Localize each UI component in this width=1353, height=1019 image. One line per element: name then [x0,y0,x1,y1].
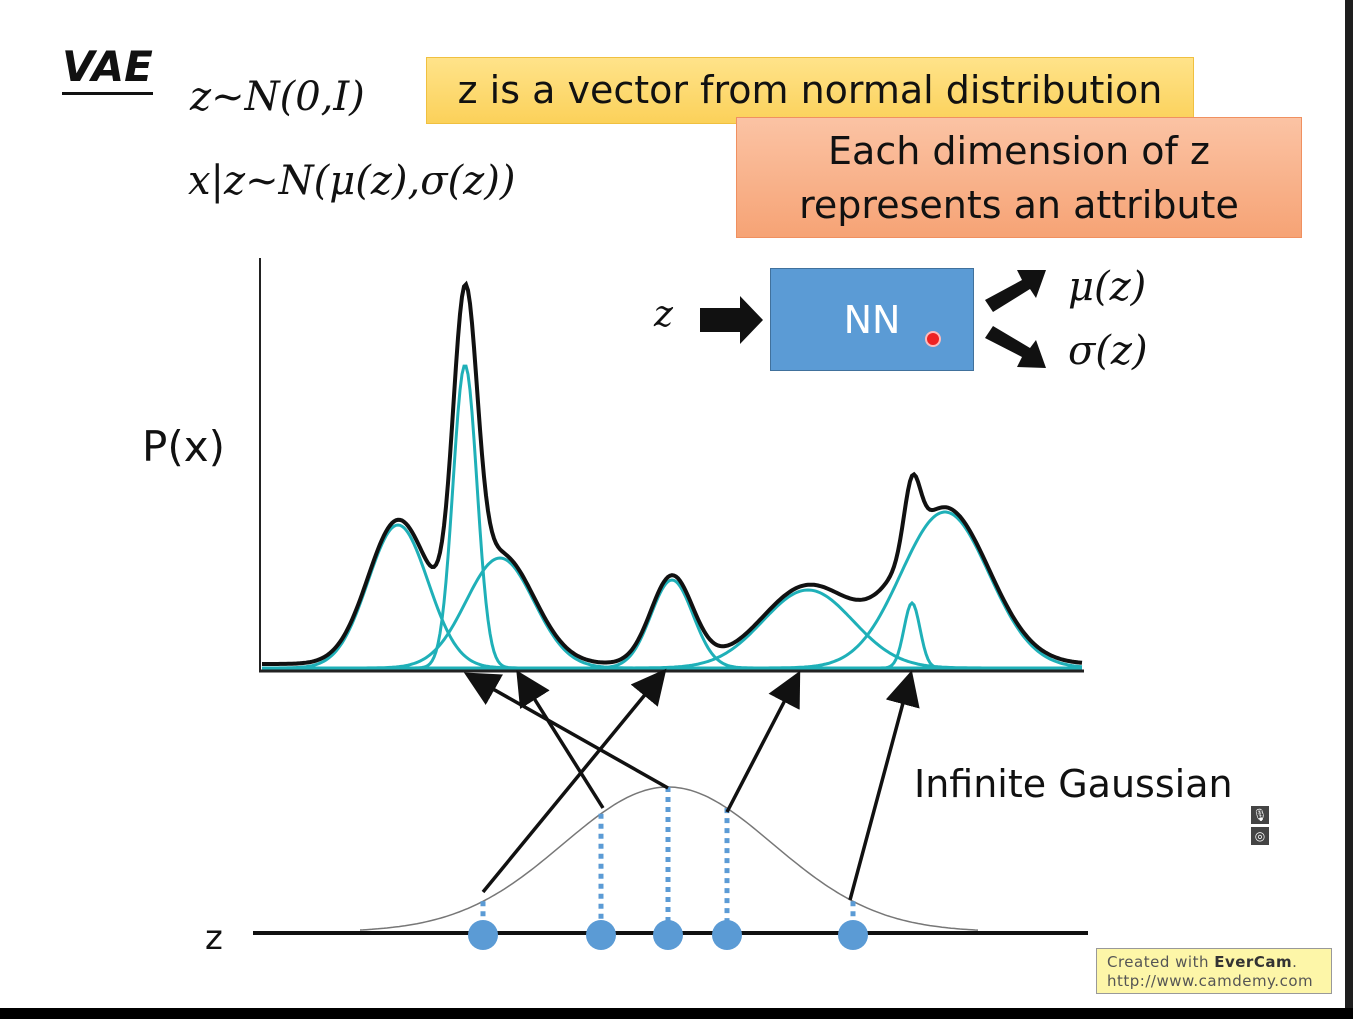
cursor-pointer-icon [925,331,941,347]
gaussian-component [262,588,1082,670]
microphone-icon[interactable]: 🎙 [1251,806,1269,824]
mixture-density-curve [262,280,1083,666]
mapping-arrow [516,670,605,809]
callout-attribute-line2: represents an attribute [799,183,1239,227]
callout-attribute-line1: Each dimension of z [828,129,1210,173]
player-right-edge [1345,0,1353,1019]
target-icon[interactable]: ◎ [1251,827,1269,845]
gaussian-components [262,364,1083,670]
prior-equation: z~N(0,I) [190,74,365,120]
input-arrow-icon [700,296,763,344]
evercam-watermark: Created with EverCam. http://www.camdemy… [1096,948,1332,994]
mapping-arrow [481,668,667,894]
z-sample-dot [468,920,498,950]
z-sample-dot [586,920,616,950]
infinite-gaussian-label: Infinite Gaussian [914,762,1233,806]
y-axis-label: P(x) [142,422,225,471]
mapping-arrow [725,670,801,813]
nn-label: NN [843,298,901,342]
slide-title: VAE [62,42,153,95]
z-axis-label: z [205,918,223,958]
watermark-brand: EverCam [1214,953,1293,971]
z-sample-dot [838,920,868,950]
callout-normal-vector: z is a vector from normal distribution [426,57,1194,124]
mapping-arrow [848,670,920,901]
z-sample-dot [653,920,683,950]
gaussian-component [262,523,1082,670]
nn-input-label: z [654,294,673,335]
conditional-equation: x|z~N(μ(z),σ(z)) [188,158,516,204]
neural-network-box: NN [770,268,974,371]
mapping-arrows [463,668,920,901]
gaussian-component [262,510,1083,670]
mu-output-label: μ(z) [1068,264,1147,310]
sigma-output-label: σ(z) [1068,328,1148,374]
watermark-url: http://www.camdemy.com [1107,972,1314,990]
gaussian-component [262,578,1082,670]
mapping-arrow [463,672,669,790]
z-samples [468,787,868,950]
gaussian-component [262,600,1082,670]
mu-output-arrow-icon [985,270,1046,312]
watermark-prefix: Created with [1107,953,1215,971]
sigma-output-arrow-icon [985,326,1046,368]
z-sample-dot [712,920,742,950]
player-control-bar[interactable] [0,1008,1353,1019]
callout-attribute: Each dimension of z represents an attrib… [736,117,1302,238]
